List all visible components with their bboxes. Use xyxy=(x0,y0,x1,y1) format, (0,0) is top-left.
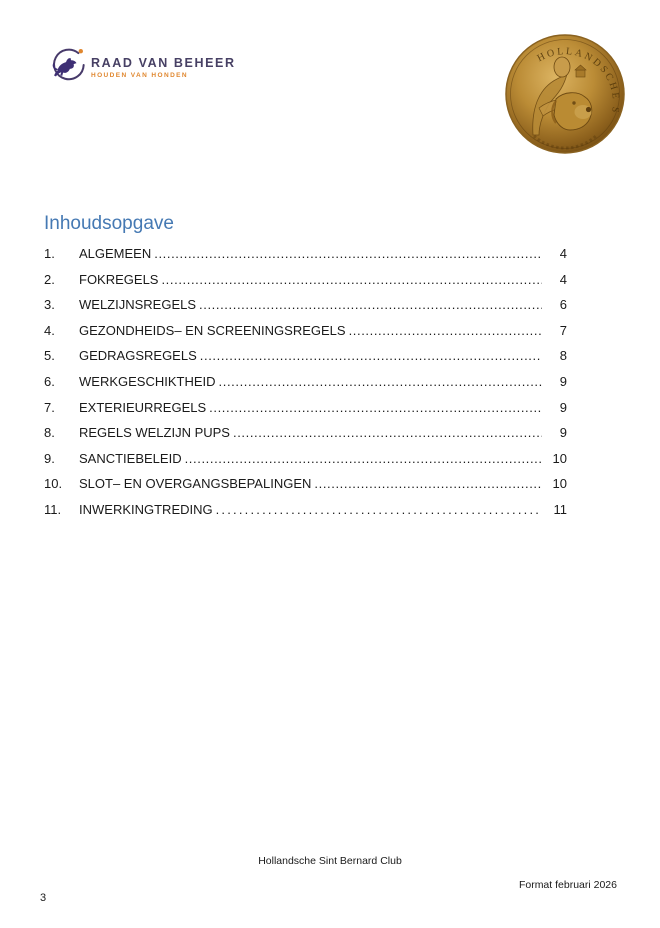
raad-van-beheer-logo: RAAD VAN BEHEER HOUDEN VAN HONDEN xyxy=(45,45,236,87)
toc-entry-page: 9 xyxy=(559,373,567,389)
toc-dot-leader xyxy=(185,452,542,466)
toc-entry-number: 8. xyxy=(44,425,55,441)
toc-dot-leader xyxy=(216,503,542,517)
toc-entry-number: 9. xyxy=(44,450,55,466)
footer-format-label: Format februari 2026 xyxy=(518,879,617,891)
toc-entry-title: REGELS WELZIJN PUPS xyxy=(79,425,230,441)
toc-entry-number: 1. xyxy=(44,246,55,261)
toc-entry-title: FOKREGELS xyxy=(79,271,159,287)
logo-text: RAAD VAN BEHEER HOUDEN VAN HONDEN xyxy=(91,56,236,79)
toc-entry: 8. REGELS WELZIJN PUPS 9 xyxy=(44,426,567,440)
toc-entry-title: SANCTIEBELEID xyxy=(79,450,182,466)
toc-entry-number: 2. xyxy=(44,271,55,287)
toc-entry-number: 5. xyxy=(44,348,55,364)
toc-entry-number: 6. xyxy=(44,373,55,389)
toc-entry: 10. SLOT– EN OVERGANGSBEPALINGEN 10 xyxy=(44,477,567,491)
toc-entry-page: 11 xyxy=(553,501,568,517)
logo-subtitle: HOUDEN VAN HONDEN xyxy=(91,71,188,79)
toc-dot-leader xyxy=(199,298,542,312)
page-number: 3 xyxy=(40,892,47,904)
table-of-contents: 1. ALGEMEEN 4 2. FOKREGELS 4 3. WELZIJNS… xyxy=(44,247,567,529)
toc-entry: 6. WERKGESCHIKTHEID 9 xyxy=(44,373,567,389)
toc-entry-title: SLOT– EN OVERGANGSBEPALINGEN xyxy=(79,476,312,492)
logo-title: RAAD VAN BEHEER xyxy=(91,55,236,70)
toc-entry-number: 3. xyxy=(44,297,55,313)
toc-entry: 1. ALGEMEEN 4 xyxy=(44,247,567,261)
toc-dot-leader xyxy=(209,401,542,415)
toc-entry-number: 10. xyxy=(44,476,63,492)
toc-entry-title: WELZIJNSREGELS xyxy=(79,297,197,313)
toc-entry-number: 7. xyxy=(44,399,55,415)
toc-entry: 9. SANCTIEBELEID 10 xyxy=(44,450,567,466)
toc-entry-title: WERKGESCHIKTHEID xyxy=(79,373,216,389)
toc-dot-leader xyxy=(314,477,542,491)
toc-entry-title: GEDRAGSREGELS xyxy=(79,348,197,364)
toc-dot-leader xyxy=(161,273,542,287)
toc-entry: 3. WELZIJNSREGELS 6 xyxy=(44,298,567,312)
toc-entry-title: ALGEMEEN xyxy=(79,246,152,261)
toc-entry: 5. GEDRAGSREGELS 8 xyxy=(44,349,567,363)
toc-entry-page: 8 xyxy=(559,348,567,364)
toc-entry: 11. INWERKINGTREDING 11 xyxy=(44,501,568,517)
toc-entry-page: 10 xyxy=(552,450,567,466)
toc-entry-page: 9 xyxy=(559,399,567,415)
club-medal-image: HOLLANDSCHE ST xyxy=(504,33,625,154)
toc-dot-leader xyxy=(154,247,542,261)
toc-entry-title: INWERKINGTREDING xyxy=(79,501,213,517)
toc-entry: 2. FOKREGELS 4 xyxy=(44,271,567,287)
toc-entry-number: 4. xyxy=(44,322,55,338)
toc-entry-title: EXTERIEURREGELS xyxy=(79,399,207,415)
toc-entry: 7. EXTERIEURREGELS 9 xyxy=(44,399,567,415)
toc-entry-page: 4 xyxy=(559,246,567,261)
toc-dot-leader xyxy=(233,426,542,440)
footer-club-name: Hollandsche Sint Bernard Club xyxy=(258,855,402,867)
toc-dot-leader xyxy=(200,349,542,363)
toc-entry-title: GEZONDHEIDS– EN SCREENINGSREGELS xyxy=(79,322,346,338)
toc-dot-leader xyxy=(349,324,542,338)
toc-entry: 4. GEZONDHEIDS– EN SCREENINGSREGELS 7 xyxy=(44,322,567,338)
toc-entry-page: 10 xyxy=(552,476,567,492)
toc-entry-page: 4 xyxy=(559,271,567,287)
logo-dog-icon xyxy=(52,48,85,81)
toc-entry-page: 7 xyxy=(559,322,567,338)
toc-entry-number: 11. xyxy=(44,501,62,517)
toc-entry-page: 9 xyxy=(559,425,567,441)
toc-dot-leader xyxy=(219,375,542,389)
toc-heading: Inhoudsopgave xyxy=(44,213,174,234)
toc-entry-page: 6 xyxy=(559,297,567,313)
